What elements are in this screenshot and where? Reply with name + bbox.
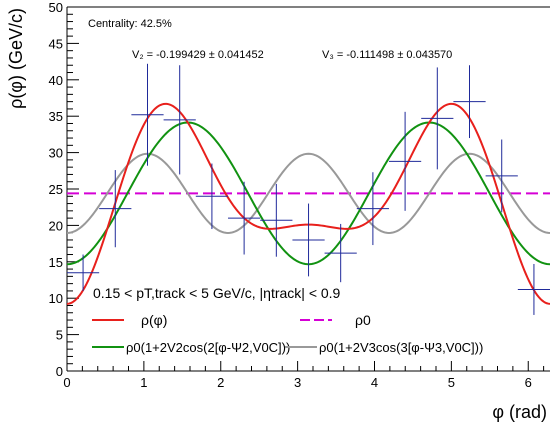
centrality-label: Centrality: 42.5% [88, 18, 172, 30]
data-point [324, 223, 357, 283]
data-point [228, 181, 261, 255]
y-tick-label: 50 [49, 0, 63, 15]
data-point [517, 263, 550, 315]
v3-value-label: V₃ = -0.111498 ± 0.043570 [322, 49, 452, 61]
data-point [163, 65, 196, 175]
track-cuts-label: 0.15 < pT,track < 5 GeV/c, |ηtrack| < 0.… [93, 285, 341, 301]
x-tick-label: 1 [140, 375, 147, 390]
data-point [453, 65, 486, 139]
x-tick-label: 4 [371, 375, 378, 390]
y-tick-label: 30 [49, 146, 63, 161]
x-tick-label: 0 [63, 375, 70, 390]
x-tick-label: 3 [294, 375, 301, 390]
y-tick-label: 35 [49, 109, 63, 124]
data-point [292, 203, 325, 277]
x-axis-ticks: 0 1 2 3 4 5 6 [63, 361, 545, 390]
data-point [421, 67, 454, 170]
y-axis-ticks: 0 5 10 15 20 25 30 35 40 45 50 [49, 0, 79, 379]
v2-value-label: V₂ = -0.199429 ± 0.041452 [132, 49, 264, 61]
y-tick-label: 25 [49, 182, 63, 197]
legend-label-v3: ρ0(1+2V3cos(3[φ-Ψ3,V0C])) [319, 340, 483, 355]
y-axis-title: ρ(φ) (GeV/c) [6, 8, 26, 109]
y-tick-label: 15 [49, 255, 63, 270]
data-point [67, 254, 100, 291]
data-point [356, 172, 389, 246]
legend-label-rho: ρ(φ) [141, 312, 167, 328]
x-tick-label: 6 [525, 375, 532, 390]
legend: ρ(φ) ρ0 ρ0(1+2V2cos(2[φ-Ψ2,V0C])) ρ0(1+2… [92, 312, 483, 355]
histogram-points [67, 63, 550, 315]
data-point [131, 63, 164, 166]
y-tick-label: 5 [56, 328, 63, 343]
x-tick-label: 2 [217, 375, 224, 390]
x-tick-label: 5 [448, 375, 455, 390]
y-tick-label: 40 [49, 73, 63, 88]
data-point [388, 111, 422, 211]
y-tick-label: 45 [49, 36, 63, 51]
y-tick-label: 10 [49, 291, 63, 306]
legend-label-v2: ρ0(1+2V2cos(2[φ-Ψ2,V0C])) [126, 340, 290, 355]
y-tick-label: 0 [56, 364, 63, 379]
data-point [260, 183, 293, 257]
legend-label-rho0: ρ0 [355, 312, 371, 328]
x-axis-title: φ (rad) [492, 402, 547, 422]
data-point [485, 139, 518, 213]
data-point [99, 170, 132, 248]
data-point [195, 163, 229, 230]
y-tick-label: 20 [49, 218, 63, 233]
